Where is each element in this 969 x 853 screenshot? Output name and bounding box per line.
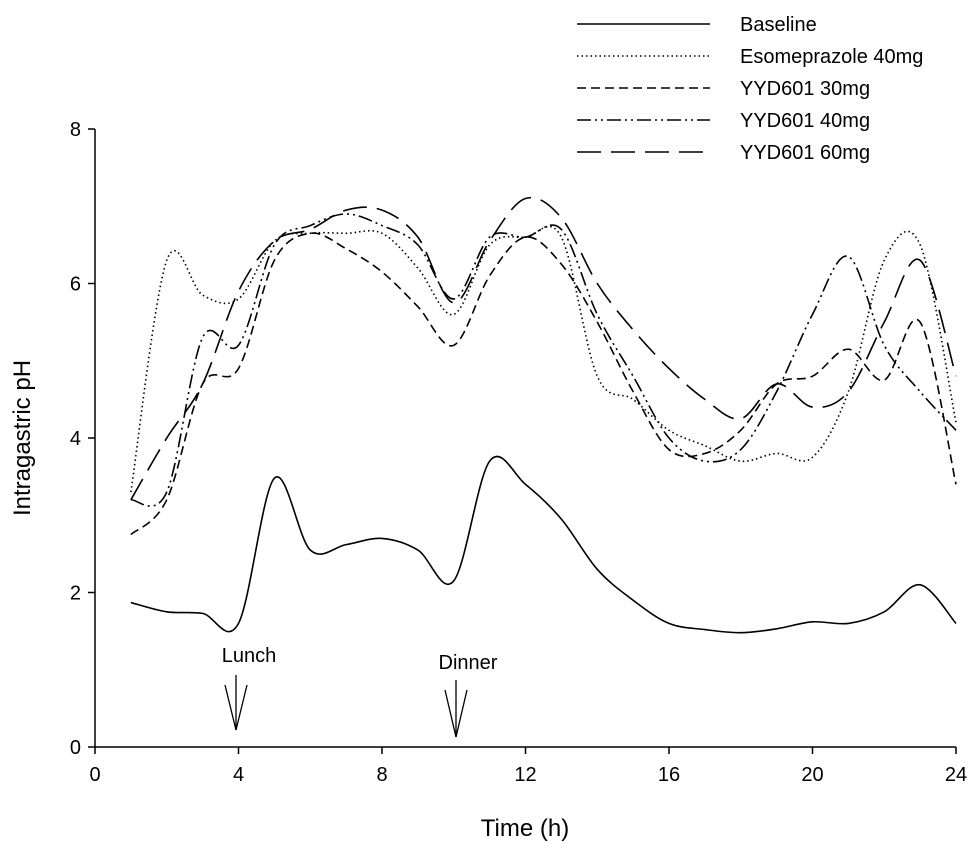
legend-label: YYD601 60mg — [740, 142, 870, 164]
line-series — [130, 196, 957, 501]
line-series — [130, 455, 957, 634]
x-axis-label: Time (h) — [481, 815, 569, 842]
x-tick-label: 16 — [658, 764, 680, 786]
annotation: Dinner — [439, 652, 498, 674]
line-series — [130, 232, 957, 536]
line-series — [130, 225, 957, 493]
legend-label: Baseline — [740, 14, 817, 36]
y-tick-label: 8 — [70, 119, 81, 141]
annotation: Lunch — [222, 645, 277, 667]
x-tick-label: 0 — [89, 764, 100, 786]
x-tick-label: 12 — [514, 764, 536, 786]
y-axis-label: Intragastric pH — [9, 360, 36, 516]
annotation-arrowhead — [444, 689, 468, 738]
x-tick-label: 20 — [801, 764, 823, 786]
legend-label: Esomeprazole 40mg — [740, 46, 923, 68]
legend-label: YYD601 30mg — [740, 78, 870, 100]
y-tick-label: 2 — [70, 583, 81, 605]
annotation-arrowhead — [224, 684, 248, 731]
y-tick-label: 6 — [70, 274, 81, 296]
x-tick-label: 4 — [233, 764, 244, 786]
x-tick-label: 24 — [945, 764, 967, 786]
legend-label: YYD601 40mg — [740, 110, 870, 132]
x-tick-label: 8 — [376, 764, 387, 786]
y-tick-label: 0 — [70, 737, 81, 759]
y-tick-label: 4 — [70, 428, 81, 450]
line-series — [130, 213, 957, 507]
